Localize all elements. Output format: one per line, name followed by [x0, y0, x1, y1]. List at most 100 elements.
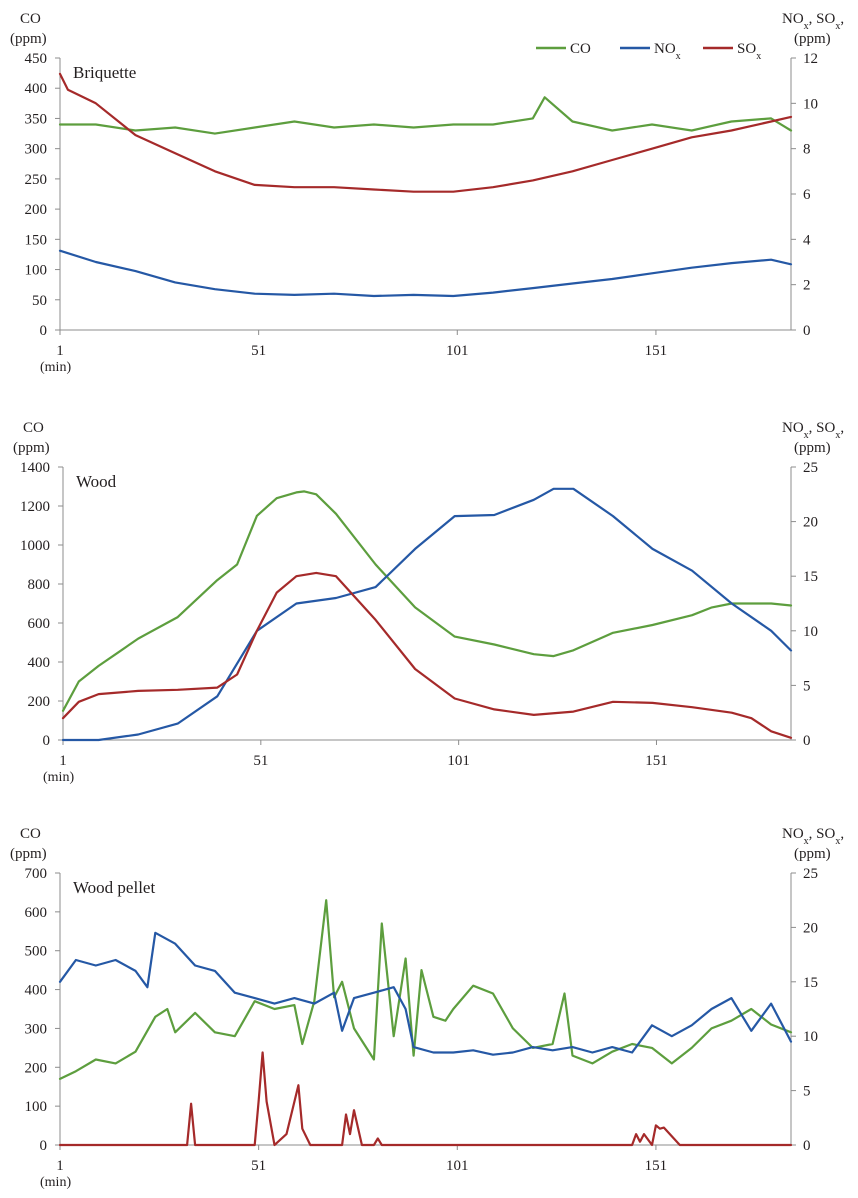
y-left-tick-label: 450: [25, 51, 48, 67]
series-line-co: [61, 490, 793, 712]
y-right-tick-label: 12: [803, 51, 818, 67]
y-right-tick-label: 10: [803, 96, 818, 112]
series-line-sox: [61, 571, 793, 739]
y-left-tick-label: 200: [25, 1060, 48, 1076]
y-right-tick-label: 2: [803, 278, 811, 294]
x-tick-label: 1: [59, 753, 67, 769]
y-right-tick-label: 10: [803, 624, 818, 640]
legend-label-co: CO: [570, 41, 591, 57]
series-line-nox: [58, 931, 793, 1056]
y-left-tick-label: 250: [25, 172, 48, 188]
y-right-label-part: ,: [840, 420, 844, 436]
y-right-tick-label: 25: [803, 866, 818, 882]
y-left-tick-label: 300: [25, 1021, 48, 1037]
y-right-tick-label: 20: [803, 920, 818, 936]
legend: CO NOx SOx: [536, 41, 761, 62]
y-left-tick-label: 0: [40, 1138, 48, 1154]
x-tick-label: 101: [446, 343, 469, 359]
y-left-tick-label: 0: [43, 733, 51, 749]
y-right-tick-label: 0: [803, 323, 811, 339]
y-right-tick-label: 5: [803, 1084, 811, 1100]
y-left-tick-label: 350: [25, 111, 48, 127]
y-right-unit: (ppm): [794, 846, 831, 862]
y-right-tick-label: 20: [803, 515, 818, 531]
panel-title: Briquette: [73, 63, 136, 82]
legend-label-subscript: x: [756, 51, 761, 62]
y-left-tick-label: 800: [28, 577, 51, 593]
x-tick-label: 101: [446, 1158, 469, 1174]
y-left-tick-label: 700: [25, 866, 48, 882]
y-left-tick-label: 50: [32, 293, 47, 309]
y-right-tick-label: 8: [803, 142, 811, 158]
x-axis-unit: (min): [40, 1175, 71, 1190]
y-left-tick-label: 1200: [20, 499, 50, 515]
y-left-label: CO: [20, 826, 41, 842]
y-right-label-subscript: x: [804, 21, 809, 32]
series-line-sox: [58, 1051, 793, 1147]
y-left-unit: (ppm): [10, 846, 47, 862]
series-line-nox: [58, 249, 793, 298]
x-tick-label: 1: [56, 343, 64, 359]
y-right-label-part: ,: [840, 11, 844, 27]
x-tick-label: 51: [251, 343, 266, 359]
y-left-tick-label: 400: [28, 655, 51, 671]
y-left-tick-label: 500: [25, 944, 48, 960]
y-right-label-part: NO: [782, 826, 804, 842]
y-right-label-part: ,: [840, 826, 844, 842]
y-right-label-part: NO: [782, 11, 804, 27]
y-right-label-subscript: x: [835, 21, 840, 32]
y-left-tick-label: 1000: [20, 538, 50, 554]
x-axis-unit: (min): [40, 360, 71, 375]
y-left-tick-label: 600: [25, 905, 48, 921]
y-right-label-subscript: x: [835, 836, 840, 847]
x-tick-label: 151: [645, 753, 668, 769]
legend-label-main: NO: [654, 41, 676, 57]
series-line-sox: [58, 72, 793, 193]
y-left-unit: (ppm): [10, 31, 47, 47]
y-right-tick-label: 0: [803, 1138, 811, 1154]
panel-title: Wood: [76, 472, 117, 491]
y-right-tick-label: 15: [803, 975, 818, 991]
panel-title: Wood pellet: [73, 878, 155, 897]
y-right-tick-label: 4: [803, 232, 811, 248]
y-right-label-subscript: x: [835, 430, 840, 441]
y-left-tick-label: 600: [28, 616, 51, 632]
y-left-unit: (ppm): [13, 440, 50, 456]
y-right-label-part: , SO: [809, 826, 836, 842]
series-line-nox: [61, 487, 793, 742]
y-right-label-part: , SO: [809, 11, 836, 27]
y-right-unit: (ppm): [794, 440, 831, 456]
y-right-tick-label: 15: [803, 569, 818, 585]
x-axis-unit: (min): [43, 770, 74, 785]
x-tick-label: 151: [645, 343, 668, 359]
y-right-label: NOx, SOx,: [782, 826, 844, 847]
legend-label-main: SO: [737, 41, 756, 57]
x-tick-label: 151: [645, 1158, 668, 1174]
y-left-tick-label: 100: [25, 263, 48, 279]
y-right-unit: (ppm): [794, 31, 831, 47]
y-left-label: CO: [20, 11, 41, 27]
x-tick-label: 1: [56, 1158, 64, 1174]
y-left-tick-label: 0: [40, 323, 48, 339]
y-left-tick-label: 150: [25, 232, 48, 248]
y-left-tick-label: 100: [25, 1099, 48, 1115]
y-right-tick-label: 0: [803, 733, 811, 749]
y-right-label-part: , SO: [809, 420, 836, 436]
y-left-tick-label: 300: [25, 142, 48, 158]
legend-label-no: NOx: [654, 41, 681, 62]
y-right-tick-label: 10: [803, 1029, 818, 1045]
x-tick-label: 51: [251, 1158, 266, 1174]
legend-label-subscript: x: [676, 51, 681, 62]
x-tick-label: 101: [447, 753, 470, 769]
y-right-label-subscript: x: [804, 836, 809, 847]
legend-label-main: CO: [570, 41, 591, 57]
y-left-tick-label: 400: [25, 81, 48, 97]
y-left-tick-label: 200: [25, 202, 48, 218]
y-right-tick-label: 25: [803, 460, 818, 476]
y-right-label: NOx, SOx,: [782, 11, 844, 32]
